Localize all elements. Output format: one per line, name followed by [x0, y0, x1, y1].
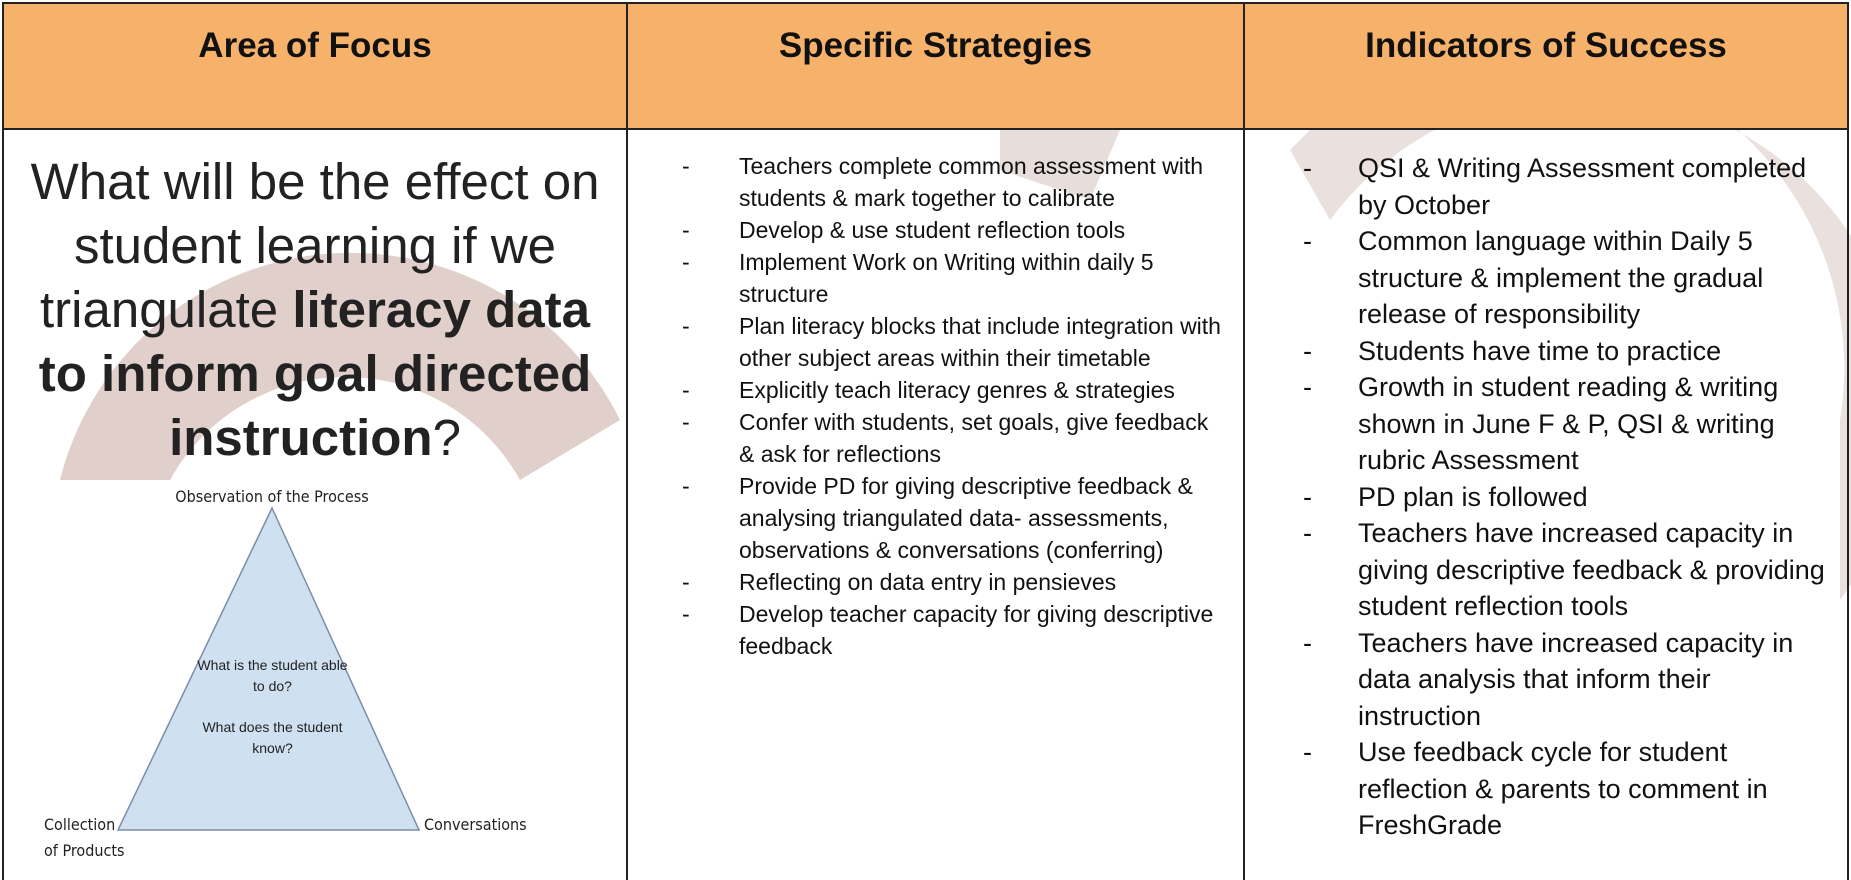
strategy-item: Teachers complete common assessment with…: [682, 150, 1229, 214]
triangle-label: Conversations: [424, 815, 527, 834]
indicator-item: Use feedback cycle for student reflectio…: [1303, 734, 1838, 844]
strategies-list: Teachers complete common assessment with…: [682, 150, 1229, 662]
indicator-item: Students have time to practice: [1303, 333, 1838, 370]
strategy-item: Provide PD for giving descriptive feedba…: [682, 470, 1229, 566]
question-text: ?: [432, 409, 461, 466]
border: [1243, 130, 1245, 880]
strategy-item: Implement Work on Writing within daily 5…: [682, 246, 1229, 310]
inner-question: What does the student know?: [202, 719, 343, 756]
indicator-item: PD plan is followed: [1303, 479, 1838, 516]
question-emphasis: literacy data to inform goal directed in…: [38, 281, 592, 466]
border: [626, 130, 628, 880]
indicator-item: Teachers have increased capacity in data…: [1303, 625, 1838, 735]
triangle-label: Collection: [44, 815, 115, 834]
triangle-label: Observation of the Process: [175, 487, 368, 506]
strategy-item: Reflecting on data entry in pensieves: [682, 566, 1229, 598]
indicator-item: Teachers have increased capacity in givi…: [1303, 515, 1838, 625]
triangle-label: of Products: [44, 841, 125, 860]
header-cell: Indicators of Success: [1243, 2, 1849, 130]
strategy-item: Plan literacy blocks that include integr…: [682, 310, 1229, 374]
indicators-list: QSI & Writing Assessment completed by Oc…: [1303, 150, 1838, 844]
header-cell: Specific Strategies: [626, 2, 1245, 130]
strategy-item: Develop teacher capacity for giving desc…: [682, 598, 1229, 662]
indicator-item: Common language within Daily 5 structure…: [1303, 223, 1838, 333]
strategy-item: Explicitly teach literacy genres & strat…: [682, 374, 1229, 406]
header-cell: Area of Focus: [2, 2, 628, 130]
triangle-inner: What is the student able to do? What doe…: [190, 655, 355, 759]
focus-question: What will be the effect on student learn…: [10, 150, 620, 470]
inner-question: What is the student able to do?: [197, 657, 348, 694]
strategy-item: Develop & use student reflection tools: [682, 214, 1229, 246]
indicator-item: QSI & Writing Assessment completed by Oc…: [1303, 150, 1838, 223]
triangle: [116, 506, 421, 831]
question-text: What will be the effect on student learn…: [30, 153, 600, 338]
strategy-item: Confer with students, set goals, give fe…: [682, 406, 1229, 470]
border: [1847, 130, 1849, 880]
indicator-item: Growth in student reading & writing show…: [1303, 369, 1838, 479]
triangle-diagram: Observation of the Process Collection of…: [20, 480, 580, 880]
border: [2, 130, 4, 880]
